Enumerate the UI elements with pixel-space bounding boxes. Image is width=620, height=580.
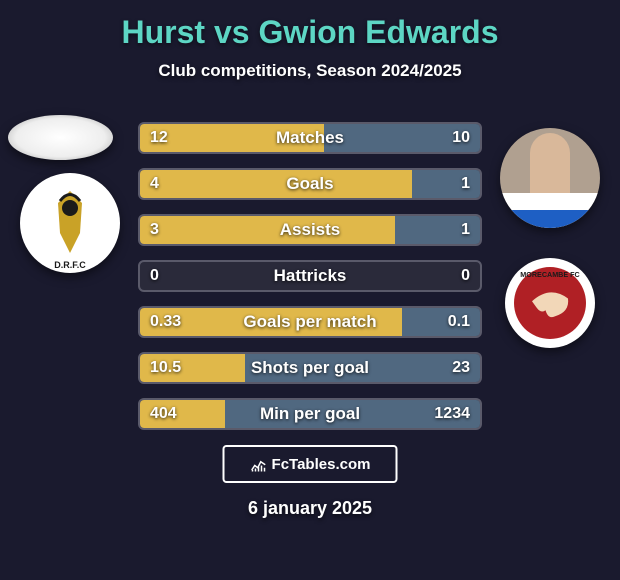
stat-label: Min per goal — [260, 404, 360, 424]
right-player-avatar — [500, 128, 600, 228]
stat-value-right: 0.1 — [448, 313, 470, 331]
stat-value-left: 0 — [150, 267, 159, 285]
stat-value-left: 0.33 — [150, 313, 181, 331]
page-subtitle: Club competitions, Season 2024/2025 — [0, 61, 620, 81]
stat-value-left: 4 — [150, 175, 159, 193]
left-player-avatar — [8, 115, 113, 160]
stat-label: Hattricks — [274, 266, 347, 286]
stat-value-left: 3 — [150, 221, 159, 239]
stat-value-right: 1 — [461, 175, 470, 193]
stat-fill-left — [140, 216, 395, 244]
stat-row: 12 10 Matches — [138, 122, 482, 154]
stat-row: 404 1234 Min per goal — [138, 398, 482, 430]
stat-value-right: 0 — [461, 267, 470, 285]
page-title: Hurst vs Gwion Edwards — [0, 0, 620, 51]
brand-box: FcTables.com — [223, 445, 398, 483]
stat-value-right: 1 — [461, 221, 470, 239]
stat-value-right: 10 — [452, 129, 470, 147]
stat-row: 0 0 Hattricks — [138, 260, 482, 292]
stat-value-left: 10.5 — [150, 359, 181, 377]
svg-text:MORECAMBE FC: MORECAMBE FC — [520, 270, 580, 279]
stat-label: Matches — [276, 128, 344, 148]
stat-bars-container: 12 10 Matches 4 1 Goals 3 1 Assists 0 0 Hattricks 0.… — [138, 122, 482, 444]
stat-value-left: 404 — [150, 405, 177, 423]
stat-label: Assists — [280, 220, 340, 240]
stat-value-right: 23 — [452, 359, 470, 377]
chart-icon — [250, 455, 268, 473]
date-footer: 6 january 2025 — [248, 498, 372, 519]
stat-row: 10.5 23 Shots per goal — [138, 352, 482, 384]
brand-label: FcTables.com — [272, 456, 371, 473]
stat-row: 0.33 0.1 Goals per match — [138, 306, 482, 338]
player-shirt-stripe — [500, 210, 600, 228]
right-club-badge: MORECAMBE FC — [505, 258, 595, 348]
stat-label: Goals per match — [243, 312, 376, 332]
svg-text:D.R.F.C: D.R.F.C — [54, 260, 86, 270]
stat-label: Goals — [286, 174, 333, 194]
stat-value-left: 12 — [150, 129, 168, 147]
viking-badge-icon: D.R.F.C — [20, 173, 120, 273]
stat-row: 3 1 Assists — [138, 214, 482, 246]
stat-value-right: 1234 — [434, 405, 470, 423]
stat-label: Shots per goal — [251, 358, 369, 378]
left-club-badge: D.R.F.C — [20, 173, 120, 273]
stat-row: 4 1 Goals — [138, 168, 482, 200]
stat-fill-left — [140, 170, 412, 198]
shrimp-badge-icon: MORECAMBE FC — [505, 258, 595, 348]
